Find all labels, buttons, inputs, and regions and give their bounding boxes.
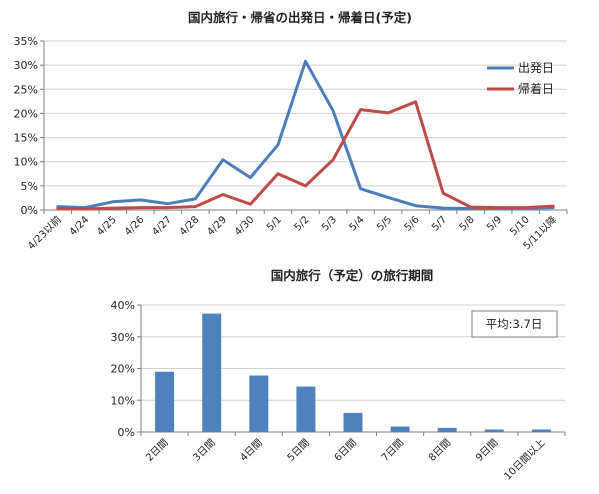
line-chart-x-tick-label: 5/1 — [265, 214, 284, 233]
bar — [249, 375, 269, 432]
bar — [484, 429, 504, 432]
bar-chart-bars — [155, 313, 551, 432]
line-chart-x-tick-label: 4/28 — [178, 214, 202, 238]
bar-chart-x-tick-label: 2日間 — [144, 437, 171, 464]
bar — [155, 371, 175, 432]
line-chart-title: 国内旅行・帰省の出発日・帰着日(予定) — [188, 10, 412, 25]
line-chart-y-tick-label: 10% — [14, 156, 38, 169]
legend-label-departure: 出発日 — [518, 61, 554, 75]
bar — [531, 429, 551, 432]
line-chart-legend: 出発日 帰着日 — [487, 61, 554, 96]
line-chart-x-tick-label: 5/10 — [508, 214, 532, 238]
bar-chart-y-tick-label: 30% — [111, 331, 135, 344]
line-chart-x-tick-label: 4/30 — [233, 214, 257, 238]
line-chart-x-tick-label: 4/24 — [68, 214, 92, 238]
line-chart-x-tick-label: 4/26 — [123, 214, 147, 238]
trip-duration-bar-chart: 国内旅行（予定）の旅行期間 0% 10% 20% 30% 40% 2日間 3日間 4日間 5日… — [111, 268, 566, 483]
bar-chart-x-tick-label: 8日間 — [426, 437, 453, 464]
bar-chart-y-tick-label: 40% — [111, 299, 135, 312]
bar-chart-x-tick-label: 4日間 — [238, 437, 265, 464]
bar — [202, 313, 222, 432]
line-chart-x-tick-label: 5/9 — [485, 214, 504, 233]
legend-label-return: 帰着日 — [518, 81, 554, 96]
average-annotation: 平均:3.7日 — [471, 310, 558, 338]
line-chart-series — [56, 59, 555, 211]
bar-chart-title: 国内旅行（予定）の旅行期間 — [271, 268, 434, 283]
bar-chart-x-tick-label: 7日間 — [379, 437, 406, 464]
line-chart-x-tick-label: 5/4 — [348, 214, 367, 233]
line-chart-x-tick-label: 5/6 — [403, 214, 422, 233]
line-chart-y-tick-label: 15% — [14, 132, 38, 145]
average-annotation-text: 平均:3.7日 — [486, 317, 543, 331]
line-chart-y-ticks: 0% 5% 10% 15% 20% 25% 30% 35% — [14, 35, 44, 217]
line-chart-x-tick-label: 4/23以前 — [25, 213, 64, 252]
bar-chart-x-tick-label: 10日間以上 — [502, 437, 548, 483]
line-chart-x-tick-label: 5/8 — [458, 214, 477, 233]
bar — [390, 426, 410, 432]
departure-return-line-chart: 国内旅行・帰省の出発日・帰着日(予定) 0% 5% 10% 15% 20% 25% 30% 3… — [14, 10, 568, 252]
line-chart-y-tick-label: 0% — [21, 204, 38, 217]
line-chart-y-tick-label: 25% — [14, 83, 38, 96]
line-chart-x-tick-label: 4/29 — [205, 214, 229, 238]
line-chart-y-tick-label: 35% — [14, 35, 38, 48]
bar-chart-y-tick-label: 20% — [111, 363, 135, 376]
line-chart-x-tick-label: 4/27 — [150, 214, 174, 238]
line-chart-x-ticks: 4/23以前 4/24 4/25 4/26 4/27 4/28 4/29 4/30 5/1 5/2… — [25, 210, 568, 252]
bar-chart-x-ticks: 2日間 3日間 4日間 5日間 6日間 7日間 8日間 9日間 10日間以上 — [140, 432, 566, 483]
line-chart-x-tick-label: 5/2 — [292, 214, 311, 233]
average-annotation-box — [471, 310, 558, 338]
bar-chart-x-tick-label: 5日間 — [285, 437, 312, 464]
bar-chart-y-ticks: 0% 10% 20% 30% 40% — [111, 299, 141, 439]
line-chart-y-tick-label: 20% — [14, 107, 38, 120]
series-line-return — [56, 100, 555, 211]
line-chart-y-tick-label: 5% — [21, 180, 38, 193]
bar-chart-x-tick-label: 6日間 — [332, 437, 359, 464]
line-chart-x-tick-label: 5/5 — [375, 214, 394, 233]
bar-chart-x-tick-label: 9日間 — [473, 437, 500, 464]
line-chart-x-tick-label: 5/7 — [430, 214, 449, 233]
bar-chart-y-tick-label: 0% — [118, 426, 135, 439]
bar-chart-y-tick-label: 10% — [111, 394, 135, 407]
bar — [437, 427, 457, 432]
line-chart-x-tick-label: 5/3 — [320, 214, 339, 233]
bar-chart-x-tick-label: 3日間 — [191, 437, 218, 464]
line-chart-x-tick-label: 4/25 — [95, 214, 119, 238]
line-chart-y-tick-label: 30% — [14, 59, 38, 72]
bar — [296, 386, 316, 432]
bar — [343, 412, 363, 432]
